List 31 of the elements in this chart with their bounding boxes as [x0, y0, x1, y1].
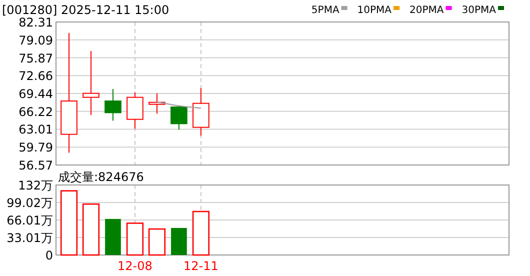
bar: [82, 203, 100, 256]
y-tick-label: 33.01万: [6, 230, 53, 245]
bar: [126, 222, 144, 256]
y-tick-label: 63.01: [18, 122, 53, 137]
text: 成交量:824676: [58, 170, 144, 184]
y-tick-label: 72.66: [18, 69, 53, 84]
legend-label: 20PMA: [410, 5, 444, 16]
legend-label: 5PMA: [311, 5, 340, 16]
x-tick-label: 12-08: [118, 259, 152, 273]
chart-title: [001280] 2025-12-11 15:00: [2, 3, 170, 17]
y-tick-label: 56.57: [18, 158, 53, 172]
y-tick-label: 66.01万: [6, 213, 53, 228]
candlestick: [126, 92, 144, 130]
y-tick-label: 82.31: [18, 16, 53, 30]
y-tick-label: 132万: [18, 178, 53, 192]
y-tick-label: 59.79: [18, 140, 53, 155]
candlestick: [60, 32, 78, 154]
x-tick-label: 12-11: [184, 259, 218, 273]
bar: [148, 228, 166, 256]
legend-label: 30PMA: [462, 5, 496, 16]
candlestick: [104, 88, 122, 122]
y-tick-label: 75.87: [18, 51, 53, 66]
bar: [60, 190, 78, 256]
y-tick-label: 66.22: [18, 104, 53, 119]
legend-label: 10PMA: [357, 5, 392, 16]
y-tick-label: 99.02万: [6, 196, 53, 210]
y-tick-label: 0: [45, 248, 53, 262]
y-tick-label: 79.09: [18, 33, 53, 48]
candlestick: [82, 50, 100, 116]
bar: [192, 210, 210, 256]
y-tick-label: 69.44: [18, 87, 53, 101]
